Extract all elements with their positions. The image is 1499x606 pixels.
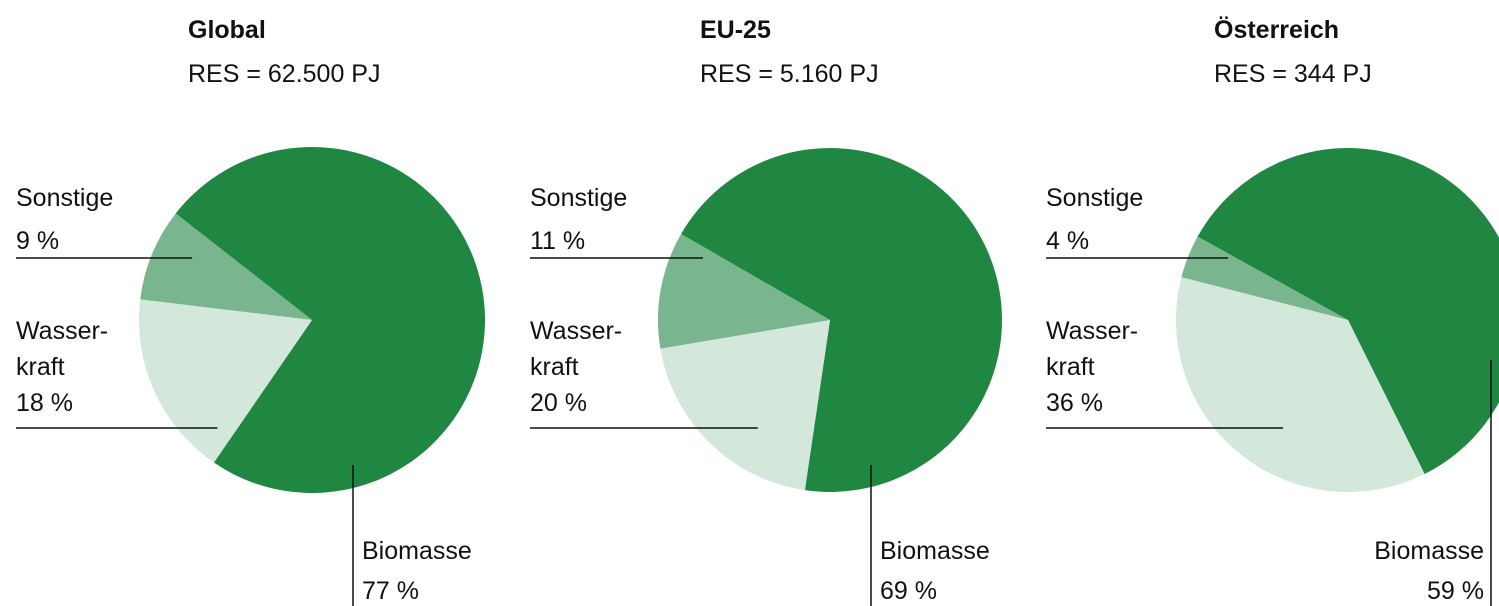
slice-value: 20 %: [530, 389, 587, 417]
chart-title: EU-25: [700, 16, 771, 44]
slice-label: Sonstige: [1046, 184, 1143, 212]
pie-slice: [139, 299, 312, 463]
pie-slice: [140, 213, 312, 320]
slice-value: 69 %: [880, 577, 937, 605]
slice-label: Sonstige: [16, 184, 113, 212]
slice-label: Wasser-kraft: [1046, 317, 1138, 381]
pie-slice: [681, 148, 1002, 493]
slice-label: Wasser-kraft: [530, 317, 622, 381]
slice-label: Biomasse: [1374, 537, 1484, 565]
slice-label: Wasser-kraft: [16, 317, 108, 381]
chart-subtitle: RES = 62.500 PJ: [188, 60, 380, 88]
slice-value: 59 %: [1427, 577, 1484, 605]
pie-slice: [660, 320, 830, 491]
slice-label: Biomasse: [362, 537, 472, 565]
slice-value: 9 %: [16, 227, 59, 255]
chart-subtitle: RES = 5.160 PJ: [700, 60, 879, 88]
slice-value: 11 %: [530, 227, 585, 255]
pie-slice: [175, 146, 485, 493]
slice-value: 18 %: [16, 389, 73, 417]
slice-value: 77 %: [362, 577, 419, 605]
chart-title: Global: [188, 16, 266, 44]
slice-label: Sonstige: [530, 184, 627, 212]
slice-value: 36 %: [1046, 389, 1103, 417]
pie-slice: [1197, 148, 1499, 474]
chart-title: Österreich: [1214, 15, 1339, 44]
slice-label: Biomasse: [880, 537, 990, 565]
chart-subtitle: RES = 344 PJ: [1214, 60, 1372, 88]
pie-slice: [1175, 277, 1425, 492]
pie-slice: [658, 234, 830, 349]
slice-value: 4 %: [1046, 227, 1089, 255]
